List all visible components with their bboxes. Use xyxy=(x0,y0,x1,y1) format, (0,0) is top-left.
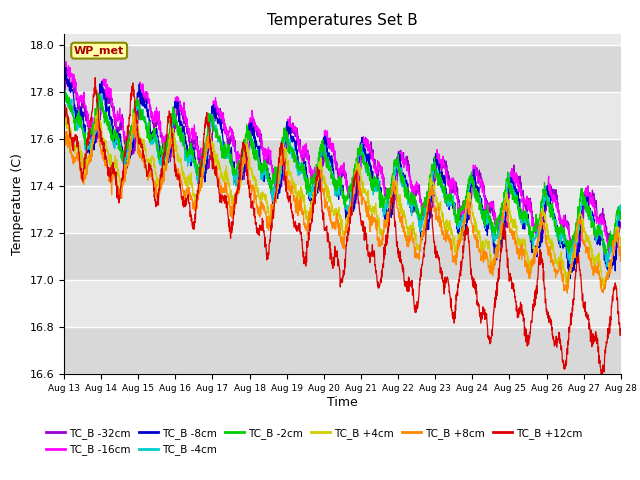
Bar xyxy=(64,280,621,327)
Legend: TC_B -32cm, TC_B -16cm, TC_B -8cm, TC_B -4cm, TC_B -2cm, TC_B +4cm, TC_B +8cm, T: TC_B -32cm, TC_B -16cm, TC_B -8cm, TC_B … xyxy=(42,424,587,459)
Bar xyxy=(64,139,621,186)
Y-axis label: Temperature (C): Temperature (C) xyxy=(11,153,24,255)
Bar xyxy=(64,186,621,233)
Bar xyxy=(64,92,621,139)
Text: WP_met: WP_met xyxy=(74,46,124,56)
Bar xyxy=(64,45,621,92)
Title: Temperatures Set B: Temperatures Set B xyxy=(267,13,418,28)
Bar xyxy=(64,233,621,280)
X-axis label: Time: Time xyxy=(327,396,358,409)
Bar xyxy=(64,327,621,374)
